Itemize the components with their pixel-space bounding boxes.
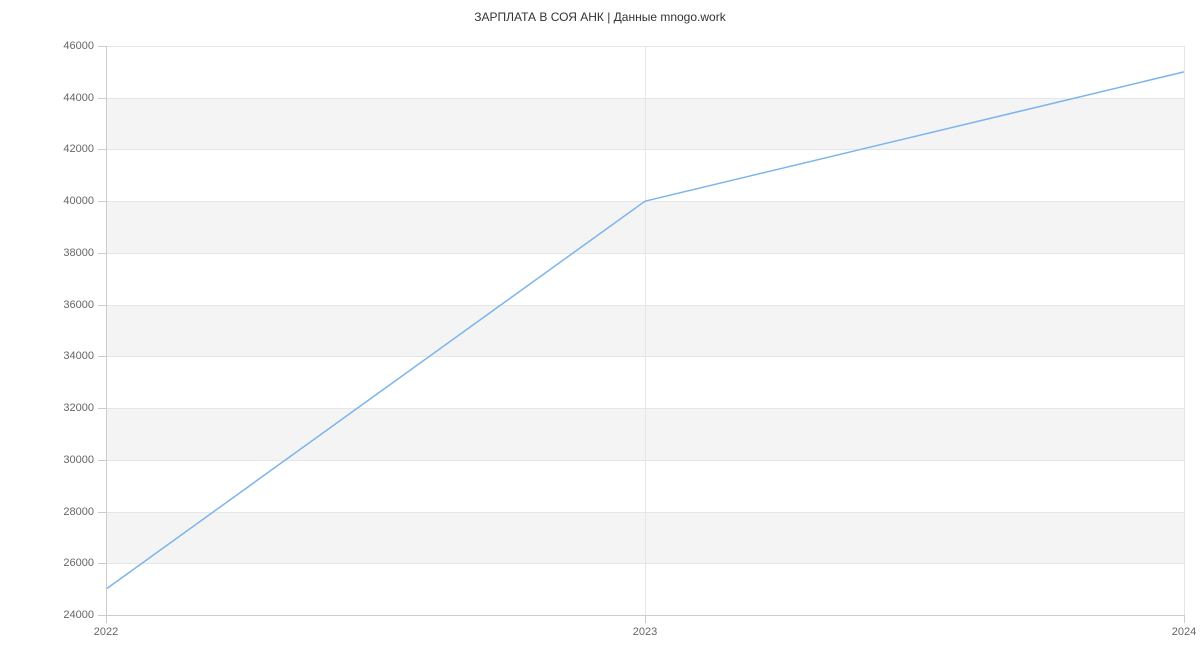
y-axis-label: 24000 xyxy=(63,609,94,621)
x-axis-label: 2022 xyxy=(94,626,118,638)
y-axis-line xyxy=(106,46,107,615)
y-axis-label: 44000 xyxy=(63,92,94,104)
y-axis-label: 28000 xyxy=(63,506,94,518)
x-tick xyxy=(645,615,646,623)
y-tick xyxy=(98,408,106,409)
y-axis-label: 42000 xyxy=(63,143,94,155)
y-axis-label: 38000 xyxy=(63,247,94,259)
y-tick xyxy=(98,460,106,461)
x-tick xyxy=(106,615,107,623)
plot-area xyxy=(106,46,1184,615)
y-tick xyxy=(98,149,106,150)
x-axis-label: 2023 xyxy=(633,626,657,638)
y-axis-label: 30000 xyxy=(63,454,94,466)
y-tick xyxy=(98,512,106,513)
x-axis-label: 2024 xyxy=(1172,626,1196,638)
y-tick xyxy=(98,356,106,357)
y-tick xyxy=(98,98,106,99)
y-tick xyxy=(98,563,106,564)
y-tick xyxy=(98,305,106,306)
y-axis-label: 36000 xyxy=(63,299,94,311)
y-axis-label: 34000 xyxy=(63,350,94,362)
y-axis-label: 46000 xyxy=(63,40,94,52)
salary-chart: ЗАРПЛАТА В СОЯ АНК | Данные mnogo.work 2… xyxy=(0,0,1200,650)
y-axis-label: 32000 xyxy=(63,402,94,414)
y-axis-label: 40000 xyxy=(63,195,94,207)
y-axis-label: 26000 xyxy=(63,557,94,569)
x-tick xyxy=(1184,615,1185,623)
line-svg xyxy=(106,46,1184,615)
y-tick xyxy=(98,615,106,616)
y-tick xyxy=(98,253,106,254)
chart-title: ЗАРПЛАТА В СОЯ АНК | Данные mnogo.work xyxy=(0,10,1200,24)
y-tick xyxy=(98,201,106,202)
data-line xyxy=(106,72,1184,589)
gridline-vertical xyxy=(1184,46,1185,615)
y-tick xyxy=(98,46,106,47)
